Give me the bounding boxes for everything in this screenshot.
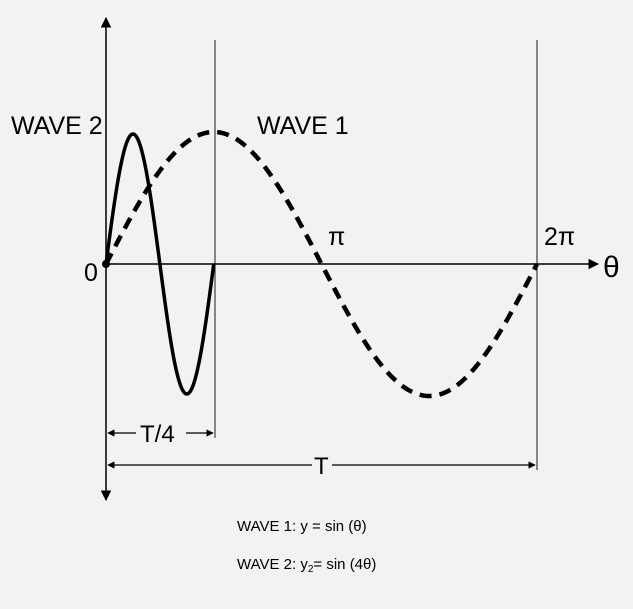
wave2-equation-prefix: WAVE 2: y: [237, 556, 308, 573]
wave2-curve: [104, 132, 216, 396]
wave1-label: WAVE 1: [257, 112, 349, 140]
wave1-equation-text: WAVE 1: y = sin (θ): [237, 518, 367, 535]
theta-label: θ: [603, 251, 620, 284]
wave2-label: WAVE 2: [11, 112, 103, 140]
quarter-period-label: T/4: [140, 421, 175, 448]
origin-dot: [102, 260, 110, 268]
wave2-equation: WAVE 2: y2= sin (4θ): [237, 556, 376, 575]
wave2-equation-suffix: = sin (4θ): [313, 556, 377, 573]
period-label: T: [314, 453, 329, 480]
wave1-curve: [104, 129, 539, 399]
pi-label: π: [328, 223, 345, 251]
wave2-equation-subscript: 2: [307, 564, 314, 575]
two-pi-label: 2π: [544, 223, 575, 251]
wave1-equation: WAVE 1: y = sin (θ): [237, 518, 367, 535]
origin-label: 0: [84, 259, 98, 287]
